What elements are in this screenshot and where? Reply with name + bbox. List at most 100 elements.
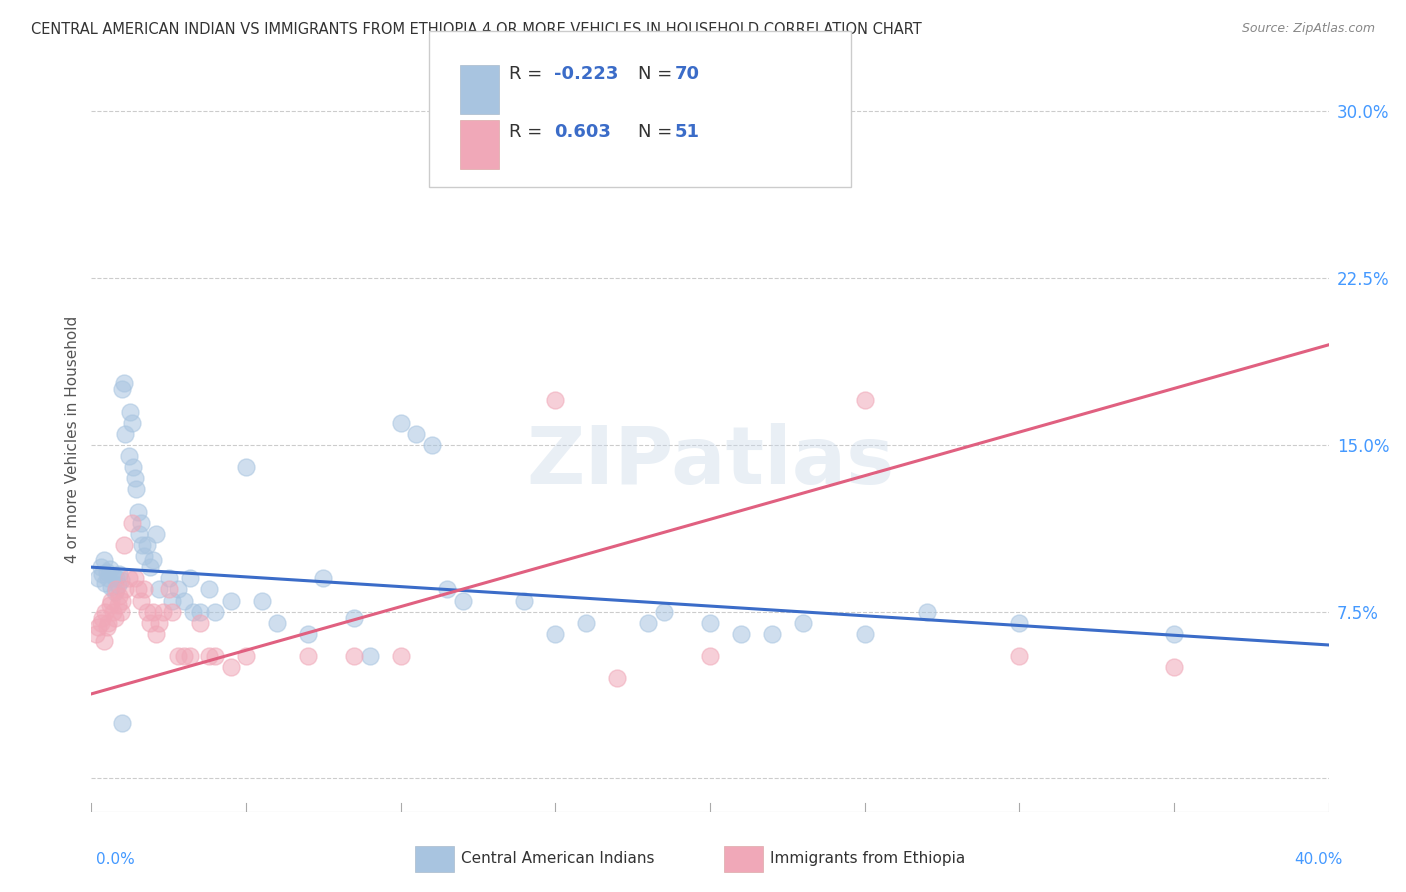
Text: N =: N = [638, 65, 678, 83]
Point [183, 605, 205, 619]
Point [108, 589, 131, 603]
Point [198, 649, 221, 664]
Point [343, 649, 366, 664]
Point [112, 538, 135, 552]
Point [160, 593, 183, 607]
Point [198, 582, 221, 597]
Text: 51: 51 [675, 123, 700, 141]
Point [167, 582, 190, 597]
Point [86, 620, 108, 634]
Point [179, 571, 201, 585]
Point [110, 574, 132, 588]
Point [1163, 660, 1185, 674]
Point [792, 615, 814, 630]
Point [219, 660, 242, 674]
Point [188, 605, 211, 619]
Text: 70: 70 [675, 65, 700, 83]
Point [179, 649, 201, 664]
Point [94, 575, 117, 590]
Point [389, 649, 412, 664]
Point [100, 593, 122, 607]
Point [148, 582, 170, 597]
Text: 0.0%: 0.0% [96, 852, 135, 867]
Point [111, 382, 134, 396]
Point [359, 649, 381, 664]
Point [204, 605, 226, 619]
Point [101, 605, 124, 619]
Text: Immigrants from Ethiopia: Immigrants from Ethiopia [770, 852, 966, 866]
Point [124, 471, 146, 485]
Point [90, 615, 112, 630]
Point [1008, 649, 1031, 664]
Point [544, 393, 567, 408]
Point [157, 571, 180, 585]
Point [157, 582, 180, 597]
Point [853, 393, 876, 408]
Text: CENTRAL AMERICAN INDIAN VS IMMIGRANTS FROM ETHIOPIA 4 OR MORE VEHICLES IN HOUSEH: CENTRAL AMERICAN INDIAN VS IMMIGRANTS FR… [31, 22, 922, 37]
Point [266, 615, 288, 630]
Point [110, 605, 132, 619]
Point [544, 627, 567, 641]
Point [297, 649, 319, 664]
Point [127, 582, 149, 597]
Point [1163, 627, 1185, 641]
Text: Central American Indians: Central American Indians [461, 852, 655, 866]
Point [136, 538, 159, 552]
Point [98, 598, 121, 612]
Point [96, 565, 118, 579]
Text: -0.223: -0.223 [554, 65, 619, 83]
Point [730, 627, 752, 641]
Point [139, 615, 162, 630]
Point [121, 516, 143, 530]
Point [129, 516, 152, 530]
Point [575, 615, 598, 630]
Point [107, 578, 129, 592]
Point [606, 671, 628, 685]
Point [93, 633, 115, 648]
Point [761, 160, 783, 174]
Point [148, 615, 170, 630]
Point [915, 605, 938, 619]
Point [173, 593, 195, 607]
Text: R =: R = [509, 123, 554, 141]
Point [699, 615, 721, 630]
Point [145, 526, 167, 541]
Point [112, 376, 135, 390]
Point [173, 649, 195, 664]
Point [204, 649, 226, 664]
Point [297, 627, 319, 641]
Text: ZIPatlas: ZIPatlas [526, 423, 894, 500]
Point [219, 593, 242, 607]
Point [513, 593, 536, 607]
Point [142, 605, 165, 619]
Point [111, 593, 134, 607]
Point [129, 593, 152, 607]
Point [121, 416, 143, 430]
Point [128, 526, 150, 541]
Point [124, 571, 146, 585]
Point [188, 615, 211, 630]
Point [420, 438, 443, 452]
Point [1008, 615, 1031, 630]
Point [117, 449, 139, 463]
Point [127, 505, 149, 519]
Point [114, 582, 136, 597]
Point [97, 571, 120, 585]
Point [105, 571, 128, 585]
Point [122, 460, 145, 475]
Text: R =: R = [509, 65, 548, 83]
Point [167, 649, 190, 664]
Point [91, 566, 114, 581]
Point [97, 615, 120, 630]
Point [405, 426, 427, 441]
Point [132, 549, 155, 563]
Point [637, 615, 659, 630]
Point [761, 627, 783, 641]
Point [652, 605, 675, 619]
Text: Source: ZipAtlas.com: Source: ZipAtlas.com [1241, 22, 1375, 36]
Point [145, 627, 167, 641]
Text: 40.0%: 40.0% [1295, 852, 1343, 867]
Point [93, 553, 115, 567]
Point [139, 560, 162, 574]
Point [312, 571, 335, 585]
